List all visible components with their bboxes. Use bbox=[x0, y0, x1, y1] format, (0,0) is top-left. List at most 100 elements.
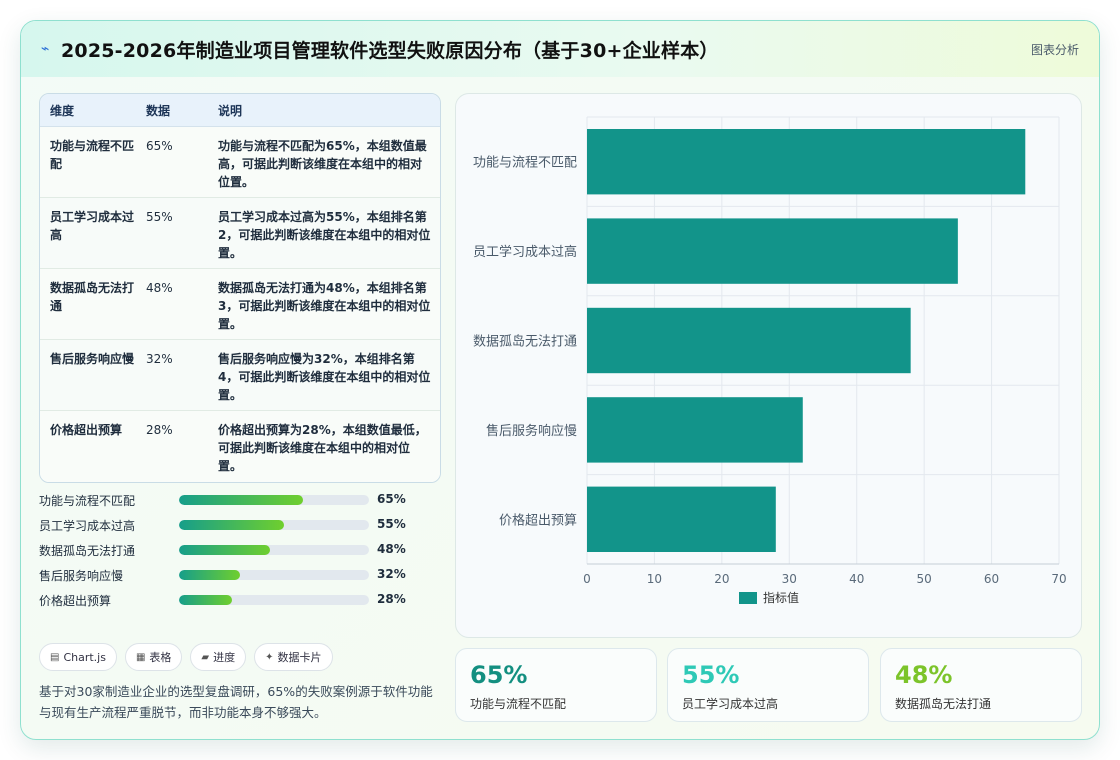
stat-label: 数据孤岛无法打通 bbox=[895, 697, 992, 711]
tag-table[interactable]: ▦ 表格 bbox=[124, 643, 183, 671]
row-description: 数据孤岛无法打通为48%，本组排名第3，可据此判断该维度在本组中的相对位置。 bbox=[218, 281, 431, 331]
tick-label: 0 bbox=[583, 572, 591, 586]
tag-progress[interactable]: ▰ 进度 bbox=[190, 643, 247, 671]
row-value: 48% bbox=[146, 281, 173, 295]
row-value: 28% bbox=[146, 423, 173, 437]
progress-percent: 48% bbox=[377, 542, 406, 556]
progress-label: 售后服务响应慢 bbox=[39, 569, 124, 583]
tag-label: 表格 bbox=[149, 651, 172, 664]
table-row: 数据孤岛无法打通 48% 数据孤岛无法打通为48%，本组排名第3，可据此判断该维度在… bbox=[40, 269, 440, 340]
row-description: 员工学习成本过高为55%，本组排名第2，可据此判断该维度在本组中的相对位置。 bbox=[218, 210, 431, 260]
progress-item: 价格超出预算 28% bbox=[39, 591, 439, 611]
column-header-dimension: 维度 bbox=[50, 103, 75, 118]
stat-label: 功能与流程不匹配 bbox=[470, 697, 567, 711]
sparkle-icon: ✦ bbox=[265, 651, 274, 663]
row-dimension: 员工学习成本过高 bbox=[50, 210, 135, 242]
stat-value: 65% bbox=[470, 661, 528, 689]
legend-swatch bbox=[739, 592, 757, 604]
progress-fill bbox=[179, 595, 233, 605]
progress-percent: 55% bbox=[377, 517, 406, 531]
progress-fill bbox=[179, 570, 240, 580]
data-table: 维度 数据 说明 功能与流程不匹配 65% 功能与流程不匹配为65%，本组数值最高，… bbox=[39, 93, 441, 483]
category-label: 数据孤岛无法打通 bbox=[473, 334, 577, 350]
row-dimension: 功能与流程不匹配 bbox=[50, 139, 135, 171]
row-dimension: 价格超出预算 bbox=[50, 423, 123, 437]
progress-item: 售后服务响应慢 32% bbox=[39, 566, 439, 586]
chart-icon: ▤ bbox=[50, 651, 60, 663]
tick-label: 20 bbox=[714, 572, 729, 586]
progress-track bbox=[179, 545, 369, 555]
column-header-description: 说明 bbox=[218, 103, 243, 118]
table-row: 员工学习成本过高 55% 员工学习成本过高为55%，本组排名第2，可据此判断该维度在… bbox=[40, 198, 440, 269]
page-title: 2025-2026年制造业项目管理软件选型失败原因分布（基于30+企业样本） bbox=[61, 39, 719, 62]
progress-label: 功能与流程不匹配 bbox=[39, 494, 136, 508]
row-value: 55% bbox=[146, 210, 173, 224]
table-row: 售后服务响应慢 32% 售后服务响应慢为32%，本组排名第4，可据此判断该维度在本组… bbox=[40, 340, 440, 411]
stat-card: 55% 员工学习成本过高 bbox=[667, 648, 869, 722]
progress-label: 价格超出预算 bbox=[39, 594, 112, 608]
tick-label: 10 bbox=[647, 572, 662, 586]
bar[interactable] bbox=[587, 218, 958, 284]
row-description: 售后服务响应慢为32%，本组排名第4，可据此判断该维度在本组中的相对位置。 bbox=[218, 352, 431, 402]
row-value: 65% bbox=[146, 139, 173, 153]
tick-label: 60 bbox=[984, 572, 999, 586]
progress-percent: 28% bbox=[377, 592, 406, 606]
progress-item: 功能与流程不匹配 65% bbox=[39, 491, 439, 511]
chart-panel: 功能与流程不匹配 员工学习成本过高 数据孤岛无法打通售后服务响应慢价格超出预算 0 10… bbox=[455, 93, 1082, 638]
tag-label: 进度 bbox=[213, 651, 236, 664]
folder-icon: ▰ bbox=[201, 651, 210, 663]
category-label: 售后服务响应慢 bbox=[486, 423, 577, 439]
row-description: 功能与流程不匹配为65%，本组数值最高，可据此判断该维度在本组中的相对位置。 bbox=[218, 139, 427, 189]
progress-track bbox=[179, 595, 369, 605]
tick-label: 40 bbox=[849, 572, 864, 586]
stat-value: 48% bbox=[895, 661, 953, 689]
progress-track bbox=[179, 520, 369, 530]
category-label: 员工学习成本过高 bbox=[473, 244, 577, 260]
dashboard-card: ⌁ 2025-2026年制造业项目管理软件选型失败原因分布（基于30+企业样本）… bbox=[20, 20, 1100, 740]
tick-label: 50 bbox=[917, 572, 932, 586]
tag-chartjs[interactable]: ▤ Chart.js bbox=[39, 643, 117, 671]
progress-track bbox=[179, 495, 369, 505]
progress-percent: 32% bbox=[377, 567, 406, 581]
column-header-data: 数据 bbox=[146, 103, 171, 118]
category-label: 价格超出预算 bbox=[499, 512, 577, 528]
chart-analysis-link[interactable]: 图表分析 bbox=[1030, 43, 1079, 57]
bar[interactable] bbox=[587, 307, 911, 374]
progress-label: 数据孤岛无法打通 bbox=[39, 544, 136, 558]
progress-percent: 65% bbox=[377, 492, 406, 506]
tick-label: 30 bbox=[782, 572, 797, 586]
progress-label: 员工学习成本过高 bbox=[39, 519, 136, 533]
tick-label: 70 bbox=[1051, 572, 1066, 586]
stat-value: 55% bbox=[682, 661, 740, 689]
tag-list: ▤ Chart.js ▦ 表格 ▰ 进度 ✦ 数据卡片 bbox=[39, 643, 333, 671]
table-icon: ▦ bbox=[135, 651, 146, 663]
tag-label: 数据卡片 bbox=[277, 651, 322, 664]
table-header: 维度 数据 说明 bbox=[40, 94, 440, 127]
stat-card: 48% 数据孤岛无法打通 bbox=[880, 648, 1082, 722]
tag-data-cards[interactable]: ✦ 数据卡片 bbox=[254, 643, 333, 671]
table-row: 功能与流程不匹配 65% 功能与流程不匹配为65%，本组数值最高，可据此判断该维度在… bbox=[40, 127, 440, 198]
row-value: 32% bbox=[146, 352, 173, 366]
row-dimension: 售后服务响应慢 bbox=[50, 352, 135, 366]
legend-label: 指标值 bbox=[763, 590, 799, 605]
progress-track bbox=[179, 570, 369, 580]
header-bar: ⌁ 2025-2026年制造业项目管理软件选型失败原因分布（基于30+企业样本）… bbox=[21, 21, 1099, 77]
tag-label: Chart.js bbox=[63, 650, 106, 664]
stat-label: 员工学习成本过高 bbox=[682, 697, 779, 711]
stat-card: 65% 功能与流程不匹配 bbox=[455, 648, 657, 722]
table-row: 价格超出预算 28% 价格超出预算为28%，本组数值最低，可据此判断该维度在本组中的… bbox=[40, 411, 440, 482]
bar[interactable] bbox=[587, 397, 803, 463]
progress-fill bbox=[179, 520, 284, 530]
progress-fill bbox=[179, 495, 303, 505]
row-description: 价格超出预算为28%，本组数值最低，可据此判断该维度在本组中的相对位置。 bbox=[218, 423, 427, 473]
progress-item: 数据孤岛无法打通 48% bbox=[39, 541, 439, 561]
lightning-icon: ⌁ bbox=[41, 41, 50, 57]
row-dimension: 数据孤岛无法打通 bbox=[50, 281, 135, 313]
summary-text: 基于对30家制造业企业的选型复盘调研，65%的失败案例源于软件功能与现有生产流程… bbox=[39, 684, 433, 720]
bar[interactable] bbox=[587, 486, 776, 552]
category-label: 功能与流程不匹配 bbox=[473, 156, 577, 171]
progress-fill bbox=[179, 545, 271, 555]
bar[interactable] bbox=[587, 129, 1026, 195]
progress-item: 员工学习成本过高 55% bbox=[39, 516, 439, 536]
